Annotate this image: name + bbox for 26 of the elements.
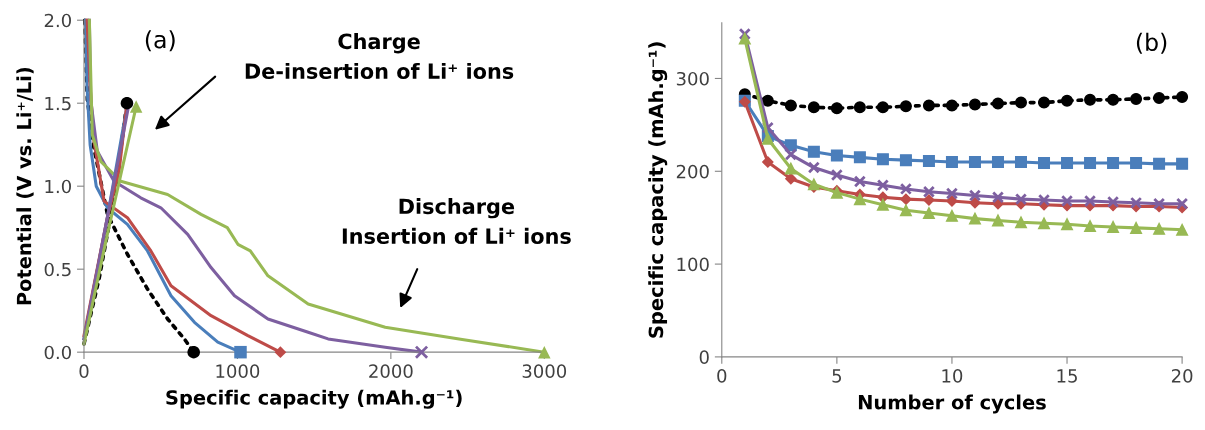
y-tick-label: 0.0 <box>44 345 71 360</box>
y-tick-label: 300 <box>676 71 709 86</box>
annotation: (b) <box>1136 32 1167 54</box>
x-tick-label: 3000 <box>522 364 567 378</box>
y-tick-label: 1.5 <box>45 96 71 111</box>
annotation: (a) <box>145 30 175 52</box>
y-tick-label: 100 <box>677 257 709 272</box>
x-tick-label: 0 <box>717 369 727 383</box>
x-tick-label: 1000 <box>216 364 260 378</box>
x-tick-label: 15 <box>1057 369 1077 383</box>
y-tick-label: 2.0 <box>44 13 71 28</box>
annotation: Charge De-insertion of Li⁺ ions <box>245 33 514 80</box>
x-tick-label: 5 <box>832 369 842 383</box>
y-axis-title: Specific capacity (mAh.g⁻¹) <box>648 42 668 338</box>
y-tick-label: 0 <box>699 350 709 365</box>
x-tick-label: 10 <box>942 369 963 383</box>
x-tick-label: 0 <box>79 364 89 378</box>
x-axis-title: Number of cycles <box>858 394 1046 414</box>
x-axis-title: Specific capacity (mAh.g⁻¹) <box>166 389 462 409</box>
y-tick-label: 200 <box>676 164 709 179</box>
y-tick-label: 0.5 <box>44 262 71 277</box>
y-tick-label: 1.0 <box>45 179 71 194</box>
y-axis-title: Potential (V vs. Li⁺/Li) <box>16 67 34 305</box>
x-tick-label: 2000 <box>369 364 413 378</box>
annotation: Discharge Insertion of Li⁺ ions <box>342 198 571 244</box>
x-tick-label: 20 <box>1171 369 1193 383</box>
